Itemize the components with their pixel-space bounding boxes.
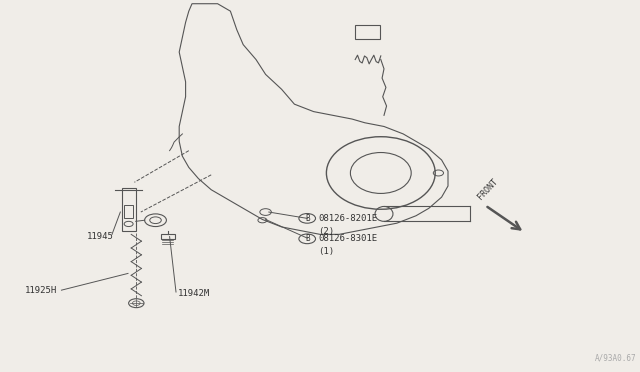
Text: (2): (2) [318, 227, 334, 235]
Text: 11945: 11945 [87, 232, 114, 241]
Text: A/93A0.67: A/93A0.67 [595, 354, 637, 363]
Text: B: B [305, 214, 310, 223]
Bar [355, 25, 380, 39]
Text: (1): (1) [318, 247, 334, 256]
Text: 08126-8301E: 08126-8301E [318, 234, 377, 243]
Text: 11942M: 11942M [178, 289, 210, 298]
Text: 08126-8201E: 08126-8201E [318, 214, 377, 223]
Bar [124, 205, 133, 218]
Text: B: B [305, 234, 310, 243]
Text: 11925H: 11925H [26, 286, 58, 295]
Text: FRONT: FRONT [476, 176, 499, 201]
Bar [122, 188, 136, 231]
Bar [161, 234, 175, 239]
